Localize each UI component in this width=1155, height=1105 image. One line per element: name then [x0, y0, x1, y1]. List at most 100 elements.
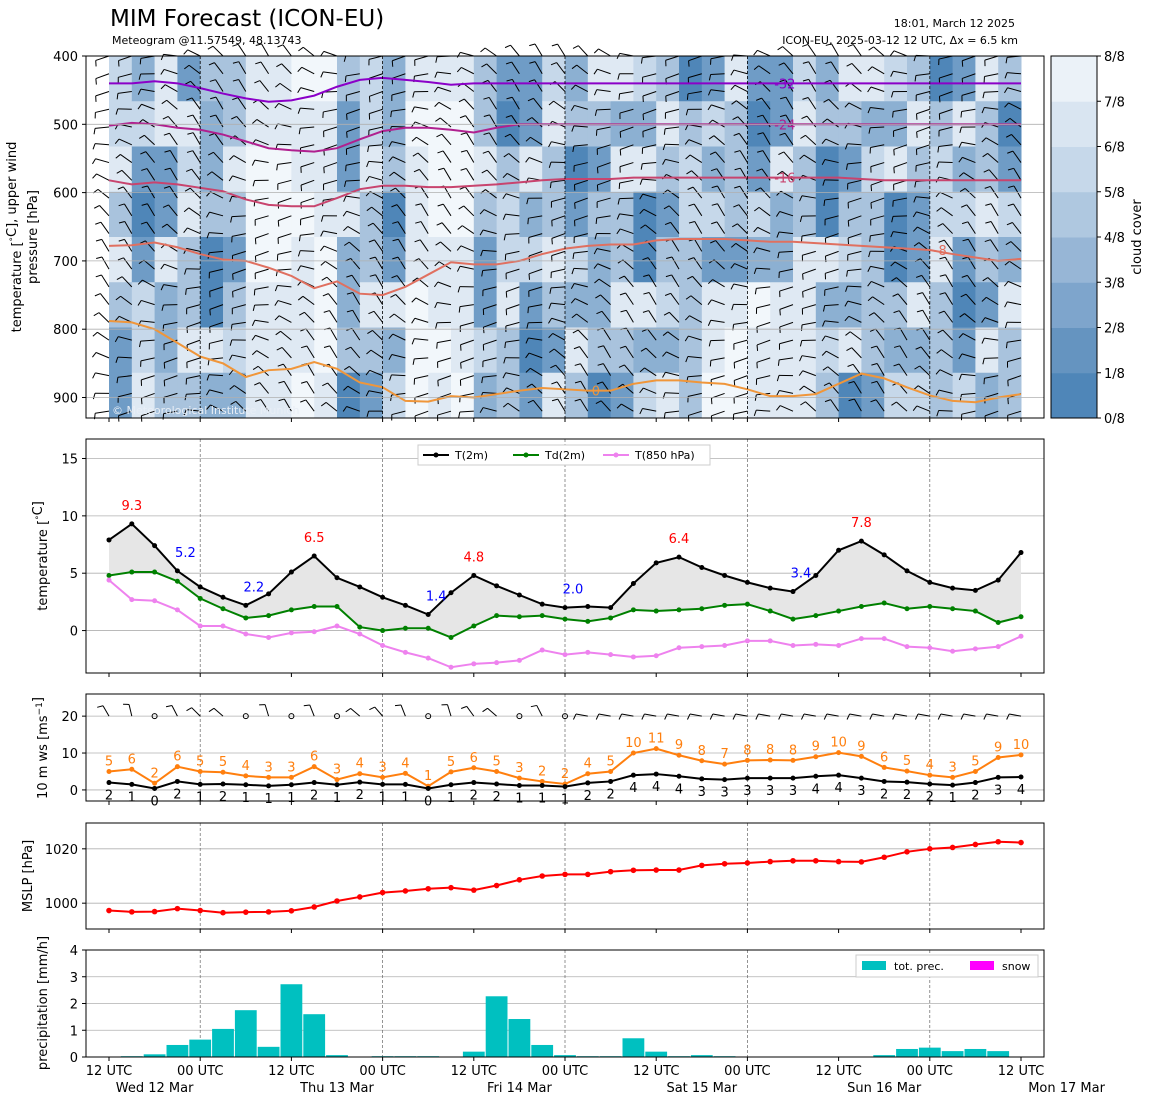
surface-wind-barb — [689, 713, 702, 717]
wind-barb — [913, 196, 917, 203]
wind-barb — [775, 211, 781, 217]
cloud-cell — [861, 237, 885, 283]
series-point-1 — [243, 615, 249, 621]
wind-barb — [297, 295, 304, 301]
cloud-cell — [542, 327, 566, 374]
cloud-cell — [587, 282, 612, 328]
wind-barb — [988, 169, 999, 181]
wind-barb — [899, 345, 908, 359]
wind-barb — [847, 285, 862, 288]
wind-barb — [938, 144, 953, 148]
wind-barb — [753, 247, 758, 254]
wind-barb — [367, 222, 374, 227]
wind-barb — [388, 354, 393, 360]
wind-barb — [329, 327, 338, 341]
wind-barb — [433, 86, 439, 93]
wind-barb — [549, 287, 552, 294]
wind-barb — [944, 292, 954, 305]
cloud-cell — [952, 327, 976, 374]
wind-barb — [184, 187, 191, 192]
wind-barb — [710, 89, 725, 93]
precip-bar — [531, 1044, 554, 1057]
wind-barb — [229, 385, 235, 390]
wind-barb — [647, 328, 657, 341]
wind-barb — [598, 48, 611, 57]
precip-panel-ylabel: precipitation [mm/h] — [36, 936, 51, 1070]
wind-barb — [548, 303, 552, 309]
wind-barb — [733, 321, 748, 325]
wind-barb — [346, 131, 348, 138]
series-point-1 — [516, 614, 522, 620]
wind-barb — [115, 154, 121, 159]
cloud-cell — [291, 56, 315, 102]
wind-barb — [579, 399, 589, 412]
wind-barb — [981, 317, 986, 323]
wind-barb — [867, 296, 873, 302]
wind-max-point — [243, 773, 249, 779]
wind-barb — [505, 61, 512, 65]
wind-barb — [671, 256, 680, 270]
wind-barb — [939, 256, 946, 260]
wind-barb — [802, 268, 816, 275]
wind-barb — [871, 280, 885, 288]
wind-max-label: 5 — [196, 754, 204, 769]
wind-barb — [825, 138, 839, 146]
wind-barb — [511, 79, 520, 92]
series-point-0 — [927, 579, 933, 585]
precip-bar — [987, 1051, 1010, 1057]
series-point-2 — [676, 645, 682, 651]
wind-barb — [1007, 87, 1022, 92]
wind-barb — [597, 179, 611, 186]
wind-barb — [961, 221, 968, 225]
wind-barb — [511, 61, 520, 75]
wind-barb — [209, 232, 224, 235]
wind-barb — [892, 215, 908, 217]
wind-barb — [664, 221, 671, 226]
wind-barb — [1007, 167, 1014, 171]
wind-barb — [867, 86, 872, 93]
cloud-cell — [679, 146, 703, 193]
wind-barb — [255, 250, 269, 257]
wind-barb — [305, 328, 315, 341]
wind-barb — [528, 79, 535, 83]
cloud-cell — [633, 146, 657, 193]
wind-barb — [777, 252, 780, 259]
wind-barb — [707, 299, 712, 306]
wind-barb — [274, 103, 280, 109]
wind-mean-label: 4 — [629, 781, 637, 796]
wind-barb — [92, 331, 98, 337]
wind-barb — [962, 256, 969, 260]
series-point-0 — [858, 538, 864, 544]
wind-mean-point — [471, 780, 477, 786]
precip-axis-tick-label: 1 — [70, 1024, 78, 1039]
cloud-cell — [405, 372, 429, 419]
wind-barb — [687, 375, 702, 378]
cloud-cell — [633, 191, 657, 238]
wind-barb — [255, 215, 269, 221]
wind-barb — [687, 186, 694, 190]
wind-barb — [597, 263, 611, 270]
surface-wind-barb — [641, 713, 645, 720]
wind-barb — [1007, 72, 1022, 75]
surface-wind-barb — [667, 713, 680, 717]
wind-mean-label: 4 — [1017, 783, 1025, 798]
wind-barb — [209, 339, 224, 344]
wind-mean-label: 4 — [834, 781, 842, 796]
cloud-cell — [154, 327, 178, 374]
wind-barb — [434, 101, 440, 107]
wind-barb — [463, 205, 475, 217]
cloud-cell — [428, 327, 452, 374]
wind-barb — [101, 239, 110, 252]
wind-mean-label: 0 — [150, 794, 158, 809]
wind-barb — [348, 366, 361, 377]
wind-mean-point — [266, 783, 272, 789]
series-point-1 — [288, 607, 294, 613]
surface-wind-barb — [530, 704, 537, 708]
precip-bar — [645, 1051, 668, 1057]
wind-barb — [912, 211, 917, 218]
wind-barb — [916, 405, 930, 412]
wind-barb — [717, 185, 726, 199]
wind-barb — [414, 239, 421, 243]
wind-barb — [922, 292, 931, 305]
cloud-cell — [245, 56, 270, 102]
